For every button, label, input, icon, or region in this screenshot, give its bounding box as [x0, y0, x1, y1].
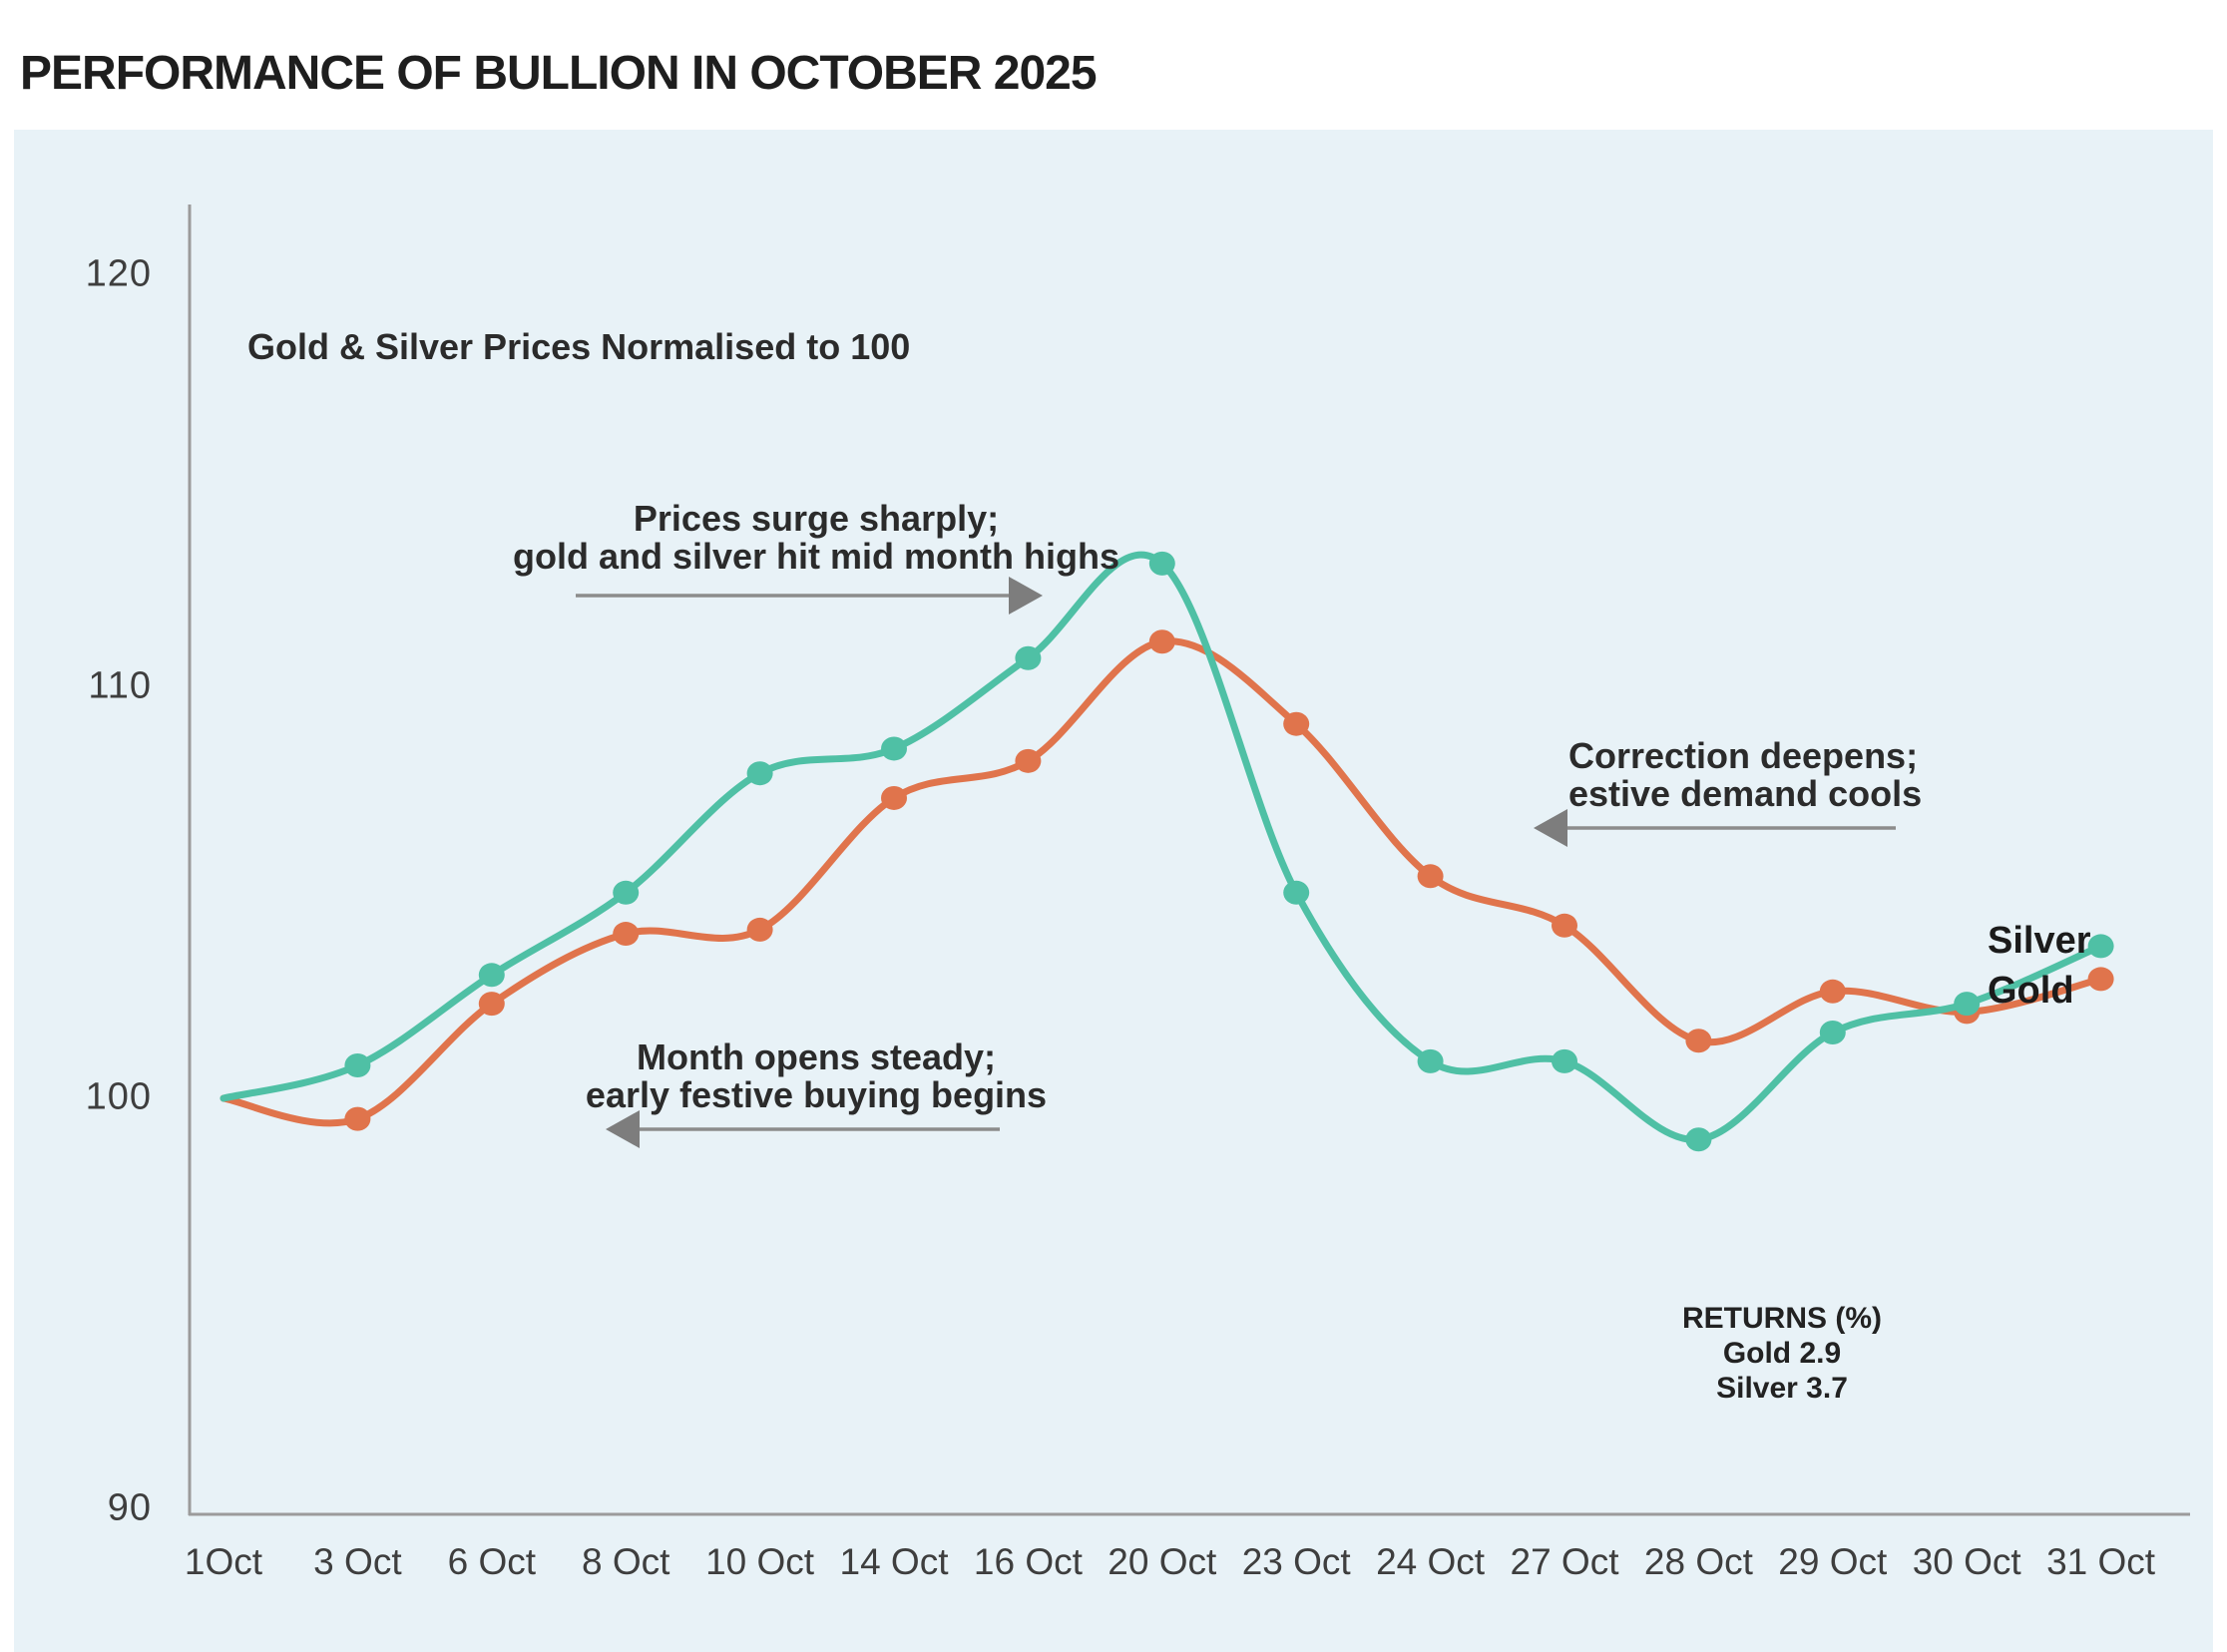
annotation-surge: Prices surge sharply; gold and silver hi…	[477, 500, 1155, 576]
x-tick-label: 3 Oct	[313, 1541, 402, 1582]
annotation-surge-line2: gold and silver hit mid month highs	[512, 536, 1119, 577]
returns-block: RETURNS (%) Gold 2.9 Silver 3.7	[1632, 1301, 1932, 1406]
x-tick-label: 10 Oct	[705, 1541, 815, 1582]
x-tick-label: 24 Oct	[1376, 1541, 1486, 1582]
x-tick-label: 31 Oct	[2046, 1541, 2156, 1582]
annotation-correction-line2: estive demand cools	[1568, 773, 1923, 814]
x-tick-label: 20 Oct	[1108, 1541, 1217, 1582]
x-tick-label: 14 Oct	[839, 1541, 949, 1582]
y-tick-label: 90	[107, 1487, 152, 1530]
x-tick-label: 8 Oct	[581, 1541, 670, 1582]
y-tick-label: 110	[88, 664, 152, 707]
annotation-month-line2: early festive buying begins	[585, 1074, 1048, 1115]
annotation-correction-line1: Correction deepens;	[1568, 735, 1919, 776]
x-tick-label: 23 Oct	[1241, 1541, 1351, 1582]
returns-silver-value: Silver 3.7	[1716, 1372, 1848, 1405]
y-tick-label: 100	[85, 1075, 152, 1118]
returns-title: RETURNS (%)	[1682, 1302, 1882, 1335]
annotation-correction: Correction deepens; estive demand cools	[1568, 737, 1922, 813]
x-tick-label: 29 Oct	[1778, 1541, 1888, 1582]
annotation-surge-line1: Prices surge sharply;	[633, 498, 1000, 539]
page-title: PERFORMANCE OF BULLION IN OCTOBER 2025	[20, 47, 1098, 101]
x-tick-label: 27 Oct	[1510, 1541, 1619, 1582]
annotation-month-line1: Month opens steady;	[636, 1036, 997, 1077]
y-tick-label: 120	[85, 252, 152, 295]
x-tick-label: 28 Oct	[1643, 1541, 1753, 1582]
silver-series-label: Silver	[1988, 920, 2091, 962]
chart-subtitle: Gold & Silver Prices Normalised to 100	[247, 326, 911, 367]
x-tick-label: 16 Oct	[973, 1541, 1083, 1582]
gold-series-label: Gold	[1988, 970, 2074, 1012]
returns-gold-value: Gold 2.9	[1722, 1337, 1842, 1370]
x-tick-label: 6 Oct	[447, 1541, 537, 1582]
annotation-month: Month opens steady; early festive buying…	[477, 1038, 1155, 1114]
x-tick-label: 30 Oct	[1912, 1541, 2021, 1582]
x-tick-label: 1Oct	[184, 1541, 263, 1582]
